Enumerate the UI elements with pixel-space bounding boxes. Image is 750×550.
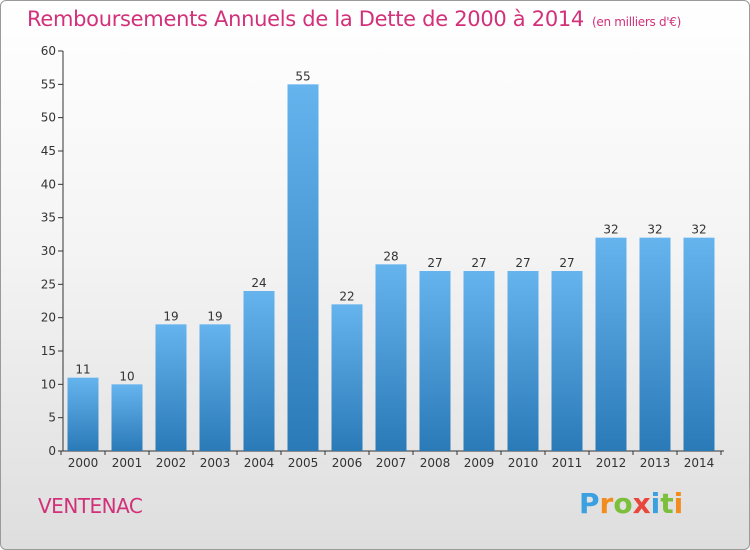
data-label-2006: 22 [339,289,354,303]
bar-2012 [595,237,627,451]
data-label-2011: 27 [559,256,574,270]
y-tick-label: 50 [41,111,56,125]
bar-2008 [419,271,451,451]
data-label-2008: 27 [427,256,442,270]
x-tick-label-2011: 2011 [552,456,583,470]
logo-letter: P [579,487,600,520]
data-label-2002: 19 [163,309,178,323]
proxiti-logo: Proxiti [579,487,683,520]
data-label-2004: 24 [251,276,266,290]
data-label-2010: 27 [515,256,530,270]
bar-2004 [243,291,275,451]
logo-letter: i [673,487,684,520]
data-label-2003: 19 [207,309,222,323]
chart-subtitle: (en milliers d'€) [592,15,682,29]
data-label-2005: 55 [295,69,310,83]
x-tick-label-2002: 2002 [156,456,187,470]
bar-2009 [463,271,495,451]
x-tick-label-2003: 2003 [200,456,231,470]
data-label-2009: 27 [471,256,486,270]
x-tick-label-2013: 2013 [640,456,671,470]
y-tick-label: 40 [41,177,56,191]
y-tick-label: 20 [41,311,56,325]
data-label-2013: 32 [647,223,662,237]
chart-title-text: Remboursements Annuels de la Dette de 20… [27,7,584,31]
bar-2006 [331,304,363,451]
logo-letter: t [660,487,674,520]
bar-2000 [67,377,99,451]
bar-2013 [639,237,671,451]
data-label-2014: 32 [691,223,706,237]
x-tick-label-2009: 2009 [464,456,495,470]
x-tick-label-2008: 2008 [420,456,451,470]
chart-title: Remboursements Annuels de la Dette de 20… [27,7,681,31]
y-tick-label: 0 [48,444,56,458]
x-tick-label-2005: 2005 [288,456,319,470]
bar-2001 [111,384,143,451]
y-tick-label: 10 [41,377,56,391]
x-tick-label-2014: 2014 [684,456,715,470]
x-tick-label-2010: 2010 [508,456,539,470]
x-tick-label-2007: 2007 [376,456,407,470]
bar-2014 [683,237,715,451]
bar-2003 [199,324,231,451]
logo-letter: r [599,487,614,520]
y-tick-label: 5 [48,411,56,425]
y-tick-label: 35 [41,211,56,225]
x-tick-label-2004: 2004 [244,456,275,470]
bar-2011 [551,271,583,451]
bar-2010 [507,271,539,451]
y-tick-label: 60 [41,44,56,58]
bar-2007 [375,264,407,451]
y-tick-label: 15 [41,344,56,358]
x-tick-label-2000: 2000 [68,456,99,470]
y-tick-label: 45 [41,144,56,158]
y-tick-label: 25 [41,277,56,291]
y-tick-label: 55 [41,77,56,91]
x-tick-label-2001: 2001 [112,456,143,470]
commune-name: VENTENAC [38,494,143,518]
logo-letter: x [632,487,651,520]
logo-letter: i [650,487,661,520]
y-tick-label: 30 [41,244,56,258]
bar-2005 [287,84,319,451]
data-label-2012: 32 [603,223,618,237]
bar-2002 [155,324,187,451]
x-tick-label-2012: 2012 [596,456,627,470]
data-label-2007: 28 [383,249,398,263]
data-label-2000: 11 [75,363,90,377]
x-tick-label-2006: 2006 [332,456,363,470]
logo-letter: o [613,487,633,520]
data-label-2001: 10 [119,369,134,383]
